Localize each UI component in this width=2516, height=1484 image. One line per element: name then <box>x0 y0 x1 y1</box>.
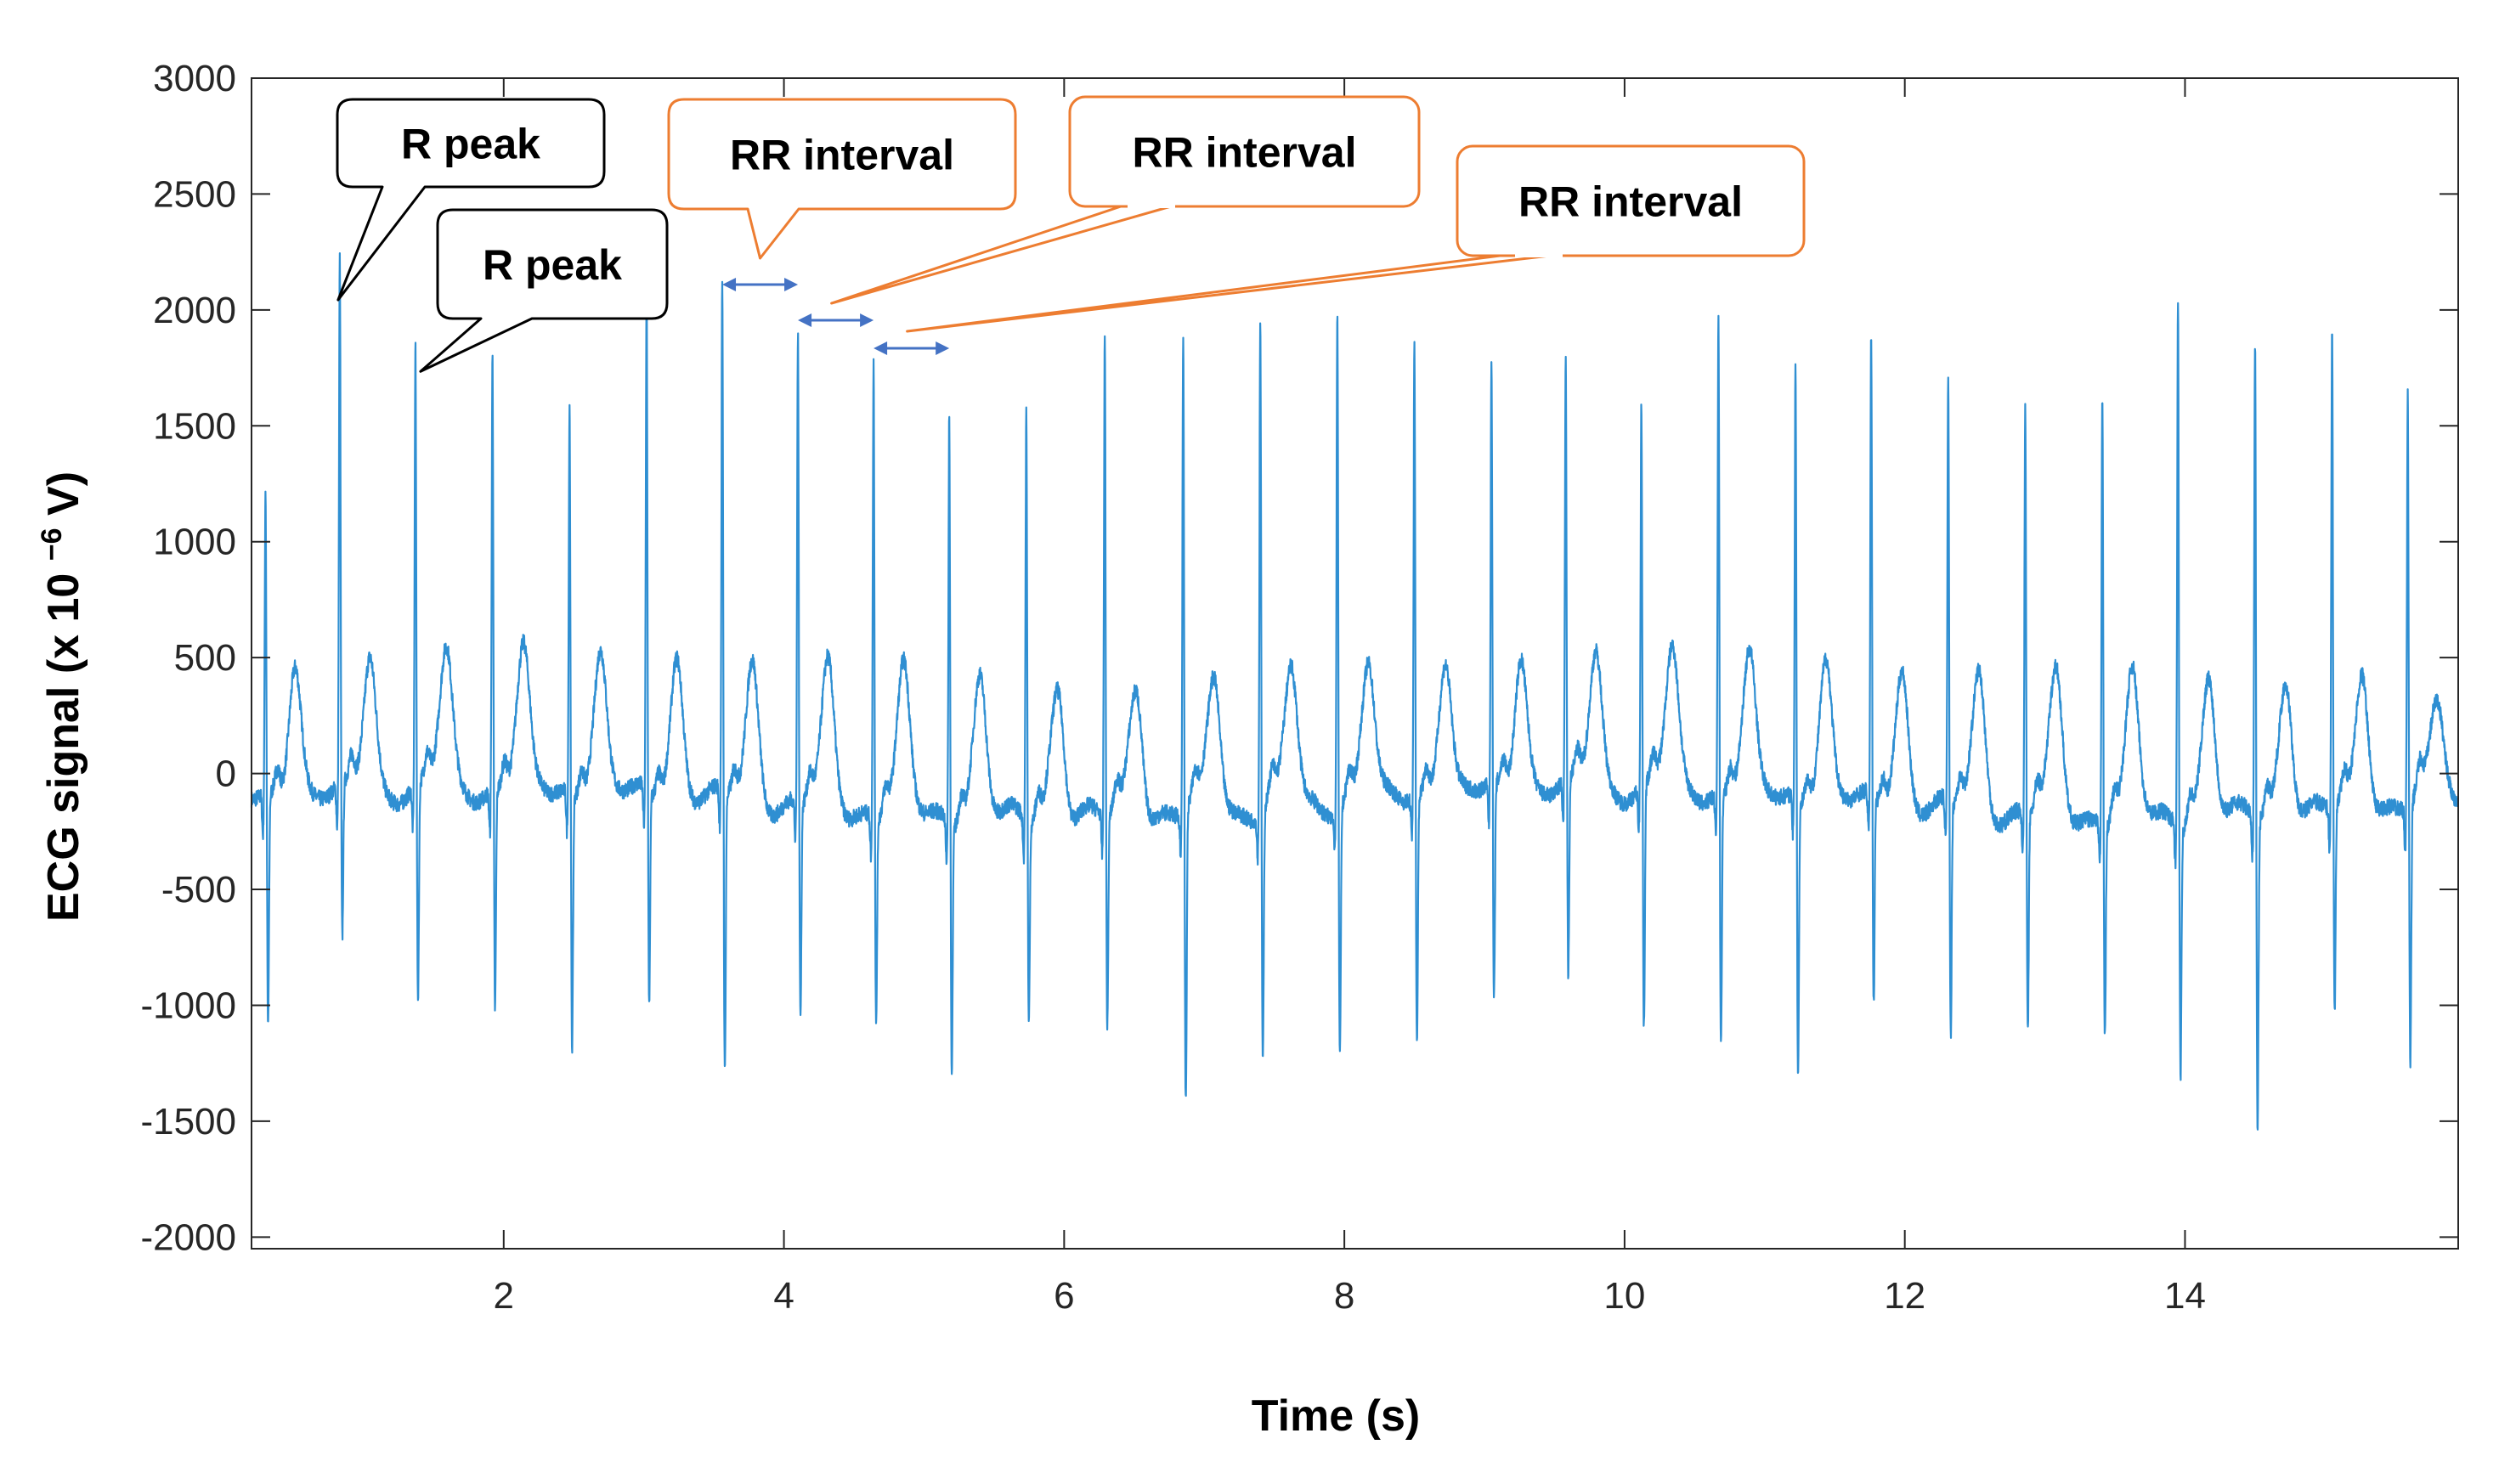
rr-arrow-head-left <box>798 313 812 327</box>
y-axis-label-exponent: −6 <box>36 528 68 561</box>
callout-label: R peak <box>483 241 622 289</box>
callout-rr-interval-1: RR interval <box>667 98 1017 260</box>
y-tick-label: -2000 <box>140 1216 236 1258</box>
axes-box <box>251 77 2459 1250</box>
callout-bubble <box>419 208 669 373</box>
callout-bubble <box>1456 144 1806 257</box>
ecg-series-line <box>250 252 2459 1131</box>
callout-r-peak-1: R peak <box>336 98 606 302</box>
annotation-layer: R peak R peak RR interval RR interval RR int… <box>336 95 1806 373</box>
ticks-layer: -2000 -1500 -1000 -500 0 500 1000 1500 2000 2500 3… <box>140 58 2459 1317</box>
y-tick-label: 500 <box>174 637 236 679</box>
callout-label: RR interval <box>730 132 954 179</box>
callout-label: RR interval <box>1518 178 1743 226</box>
x-tick-label: 10 <box>1603 1275 1645 1317</box>
x-tick-label: 8 <box>1334 1275 1354 1317</box>
rr-arrow-head-left <box>874 341 888 355</box>
rr-arrow-head-left <box>722 278 737 291</box>
callout-tail <box>906 252 1565 333</box>
y-axis-label: ECG signal (x 10 −6 V) <box>36 471 88 922</box>
y-axis-label-unit: V) <box>39 471 88 528</box>
callout-gap <box>1128 201 1175 208</box>
rr-arrow-head-right <box>860 313 874 327</box>
callout-rr-interval-2: RR interval <box>830 95 1421 305</box>
y-tick-label: -1000 <box>140 985 236 1026</box>
x-tick-label: 4 <box>773 1275 794 1317</box>
y-tick-label: 1500 <box>153 405 236 447</box>
rr-arrow-1 <box>722 278 799 291</box>
y-tick-label: 2500 <box>153 173 236 215</box>
callout-tail <box>830 203 1178 305</box>
rr-arrow-2 <box>798 313 874 327</box>
rr-arrow-3 <box>874 341 950 355</box>
rr-arrow-head-right <box>936 341 950 355</box>
callout-bubble <box>1068 95 1421 208</box>
y-tick-label: -500 <box>161 869 236 911</box>
x-tick-label: 14 <box>2164 1275 2206 1317</box>
rr-arrow-head-right <box>784 278 799 291</box>
y-tick-label: 2000 <box>153 290 236 331</box>
x-tick-label: 2 <box>494 1275 514 1317</box>
y-tick-label: 0 <box>216 753 236 795</box>
callout-bubble <box>667 98 1017 260</box>
callout-label: R peak <box>401 121 540 168</box>
callout-label: RR interval <box>1133 129 1357 177</box>
callout-gap <box>1515 251 1563 257</box>
y-tick-label: 3000 <box>153 58 236 99</box>
y-tick-label: 1000 <box>153 522 236 563</box>
y-axis-label-main: ECG signal (x 10 <box>39 561 88 922</box>
y-tick-label: -1500 <box>140 1101 236 1143</box>
x-tick-label: 12 <box>1884 1275 1925 1317</box>
callout-r-peak-2: R peak <box>419 208 669 373</box>
x-axis-label: Time (s) <box>1252 1391 1420 1441</box>
x-tick-label: 6 <box>1054 1275 1074 1317</box>
plot-area <box>250 252 2459 1131</box>
callout-rr-interval-3: RR interval <box>906 144 1806 333</box>
callout-bubble <box>336 98 606 302</box>
